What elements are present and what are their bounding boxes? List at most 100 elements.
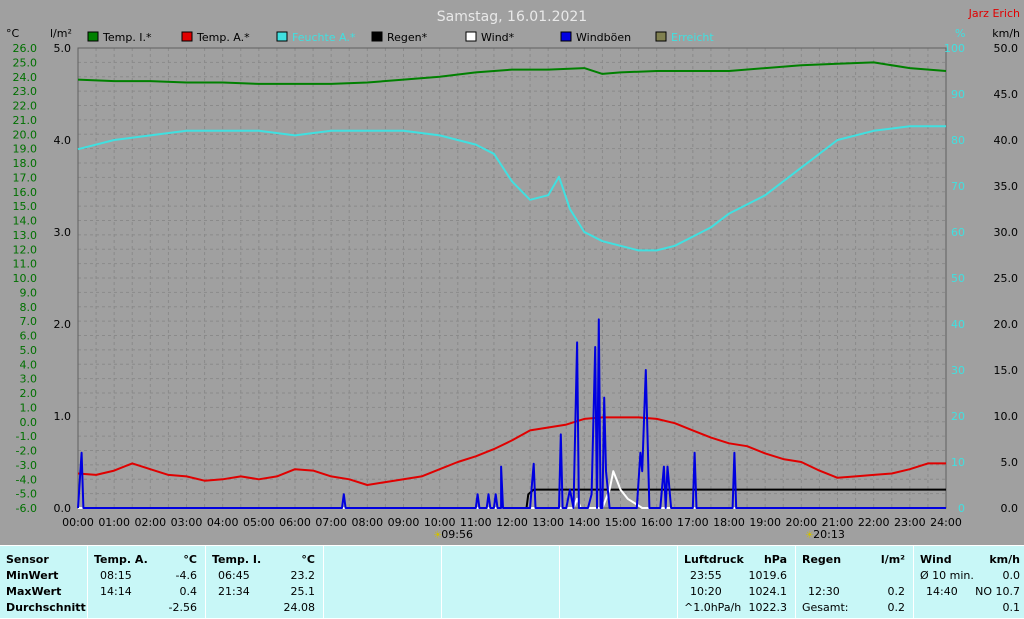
statistics-table: Sensor MinWert MaxWert Durchschnitt Temp…: [0, 545, 1024, 619]
temp-tick-label: 12.0: [13, 243, 38, 256]
wind-tick-label: 0.0: [1001, 502, 1019, 515]
temp-a-unit: °C: [183, 553, 197, 566]
humidity-tick-label: 50: [951, 272, 965, 285]
humidity-tick-label: 60: [951, 226, 965, 239]
wind-tick-label: 20.0: [994, 318, 1019, 331]
wind-tick-label: 30.0: [994, 226, 1019, 239]
legend-item: Temp. A.*: [181, 31, 250, 44]
row-label-min: MinWert: [6, 569, 59, 582]
chart-area: 26.0 25.0 24.0 23.0 22.0 21.0 20.0 19.0 18.0 17.0…: [0, 0, 1024, 545]
humidity-tick-label: 70: [951, 180, 965, 193]
x-tick-label: 10:00: [424, 516, 456, 529]
empty-column-1: [324, 546, 442, 619]
temp-tick-label: 2.0: [20, 387, 38, 400]
wind-tick-label: 45.0: [994, 88, 1019, 101]
wind-unit: km/h: [989, 553, 1020, 566]
temp-tick-label: -3.0: [16, 459, 37, 472]
legend-label: Windböen: [576, 31, 631, 44]
empty-column-2: [442, 546, 560, 619]
rain-header: Regen: [802, 553, 842, 566]
row-label-avg: Durchschnitt: [6, 601, 86, 614]
legend-swatch: [371, 31, 383, 42]
temp-tick-label: 21.0: [13, 114, 38, 127]
x-tick-label: 17:00: [677, 516, 709, 529]
legend-swatch: [655, 31, 667, 42]
wind-tick-label: 50.0: [994, 42, 1019, 55]
x-tick-label: 22:00: [858, 516, 890, 529]
wind-tick-label: 40.0: [994, 134, 1019, 147]
sunset-label: 20:13: [813, 528, 845, 541]
temp-tick-label: 1.0: [20, 401, 38, 414]
legend-swatch: [87, 31, 99, 42]
temp-i-unit: °C: [301, 553, 315, 566]
humidity-tick-label: 0: [958, 502, 965, 515]
temp-tick-label: 16.0: [13, 186, 38, 199]
empty-column-3: [560, 546, 678, 619]
x-tick-label: 07:00: [315, 516, 347, 529]
x-tick-label: 24:00: [930, 516, 962, 529]
wind-tick-label: 15.0: [994, 364, 1019, 377]
humidity-tick-label: 100: [944, 42, 965, 55]
temp-tick-label: 10.0: [13, 272, 38, 285]
pressure-max-time: 10:20: [690, 585, 722, 598]
chart-title: Samstag, 16.01.2021: [437, 9, 587, 25]
temp-a-column: Temp. A. °C 08:15 -4.6 14:14 0.4 -2.56: [88, 546, 206, 619]
wind-avg10-label: Ø 10 min.: [920, 569, 974, 582]
station-name: Jarz Erich: [968, 7, 1020, 20]
legend-item: Windböen: [560, 31, 631, 44]
temp-a-max-time: 14:14: [100, 585, 132, 598]
rain-tick-label: 2.0: [54, 318, 72, 331]
temp-tick-label: 5.0: [20, 344, 38, 357]
temp-tick-label: -5.0: [16, 488, 37, 501]
x-tick-label: 18:00: [713, 516, 745, 529]
temp-tick-label: 8.0: [20, 301, 38, 314]
temp-a-header: Temp. A.: [94, 553, 148, 566]
wind-tick-label: 5.0: [1001, 456, 1019, 469]
temp-i-max-time: 21:34: [218, 585, 250, 598]
temp-tick-label: 20.0: [13, 128, 38, 141]
weather-chart: 26.025.024.023.022.021.020.019.018.017.0…: [6, 7, 1020, 541]
x-tick-label: 14:00: [568, 516, 600, 529]
wind-avg: 0.1: [1002, 601, 1021, 614]
temp-tick-label: 3.0: [20, 373, 38, 386]
temp-tick-label: 26.0: [13, 42, 38, 55]
legend-item: Regen*: [371, 31, 428, 44]
temp-i-header: Temp. I.: [212, 553, 262, 566]
wind-column: Wind km/h Ø 10 min. 0.0 14:40 NO 10.7 0.…: [914, 546, 1024, 619]
x-tick-label: 05:00: [243, 516, 275, 529]
legend-label: Temp. A.*: [196, 31, 250, 44]
humidity-tick-label: 40: [951, 318, 965, 331]
pressure-min-time: 23:55: [690, 569, 722, 582]
temp-tick-label: 6.0: [20, 330, 38, 343]
temp-i-min: 23.2: [290, 569, 316, 582]
series-line-windböen: [77, 318, 946, 509]
wind-tick-label: 35.0: [994, 180, 1019, 193]
rain-max: 0.2: [887, 585, 906, 598]
legend-item: Temp. I.*: [87, 31, 152, 44]
legend-label: Temp. I.*: [102, 31, 152, 44]
temp-tick-label: 11.0: [13, 258, 38, 271]
humidity-tick-label: 90: [951, 88, 965, 101]
left-unit-temp: °C: [6, 27, 20, 40]
rain-tick-label: 1.0: [54, 410, 72, 423]
legend-item: Erreicht: [655, 31, 714, 44]
rain-total-label: Gesamt:: [802, 601, 849, 614]
x-tick-label: 02:00: [134, 516, 166, 529]
temp-tick-label: 13.0: [13, 229, 38, 242]
legend-swatch: [560, 31, 572, 42]
row-label-max: MaxWert: [6, 585, 62, 598]
temp-a-avg: -2.56: [168, 601, 197, 614]
rain-column: Regen l/m² 12:30 0.2 Gesamt: 0.2: [796, 546, 914, 619]
temp-tick-label: 23.0: [13, 85, 38, 98]
temp-tick-label: 9.0: [20, 286, 38, 299]
pressure-max: 1024.1: [748, 585, 788, 598]
right-unit-wind: km/h: [992, 27, 1020, 40]
temp-tick-label: 22.0: [13, 100, 38, 113]
temp-a-min-time: 08:15: [100, 569, 132, 582]
temp-a-min: -4.6: [175, 569, 197, 582]
temp-tick-label: 17.0: [13, 171, 38, 184]
legend-swatch: [465, 31, 477, 42]
rain-tick-label: 5.0: [54, 42, 72, 55]
x-tick-label: 08:00: [351, 516, 383, 529]
pressure-unit: hPa: [763, 553, 787, 566]
